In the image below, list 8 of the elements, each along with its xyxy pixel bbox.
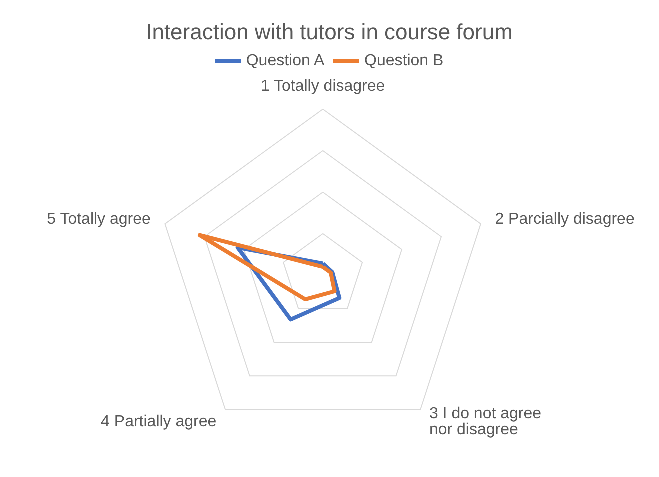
spoke-label: 1 Totally disagree bbox=[260, 78, 386, 95]
spoke-label: 3 I do not agree nor disagree bbox=[429, 405, 542, 438]
spoke-label: 5 Totally agree bbox=[47, 210, 152, 228]
legend-label: Question A bbox=[246, 52, 325, 70]
spoke-label: 2 Parcially disagree bbox=[495, 210, 635, 228]
chart-title: Interaction with tutors in course forum bbox=[146, 20, 513, 44]
spoke-label: 4 Partially agree bbox=[101, 413, 217, 430]
legend-label: Question B bbox=[364, 52, 444, 70]
